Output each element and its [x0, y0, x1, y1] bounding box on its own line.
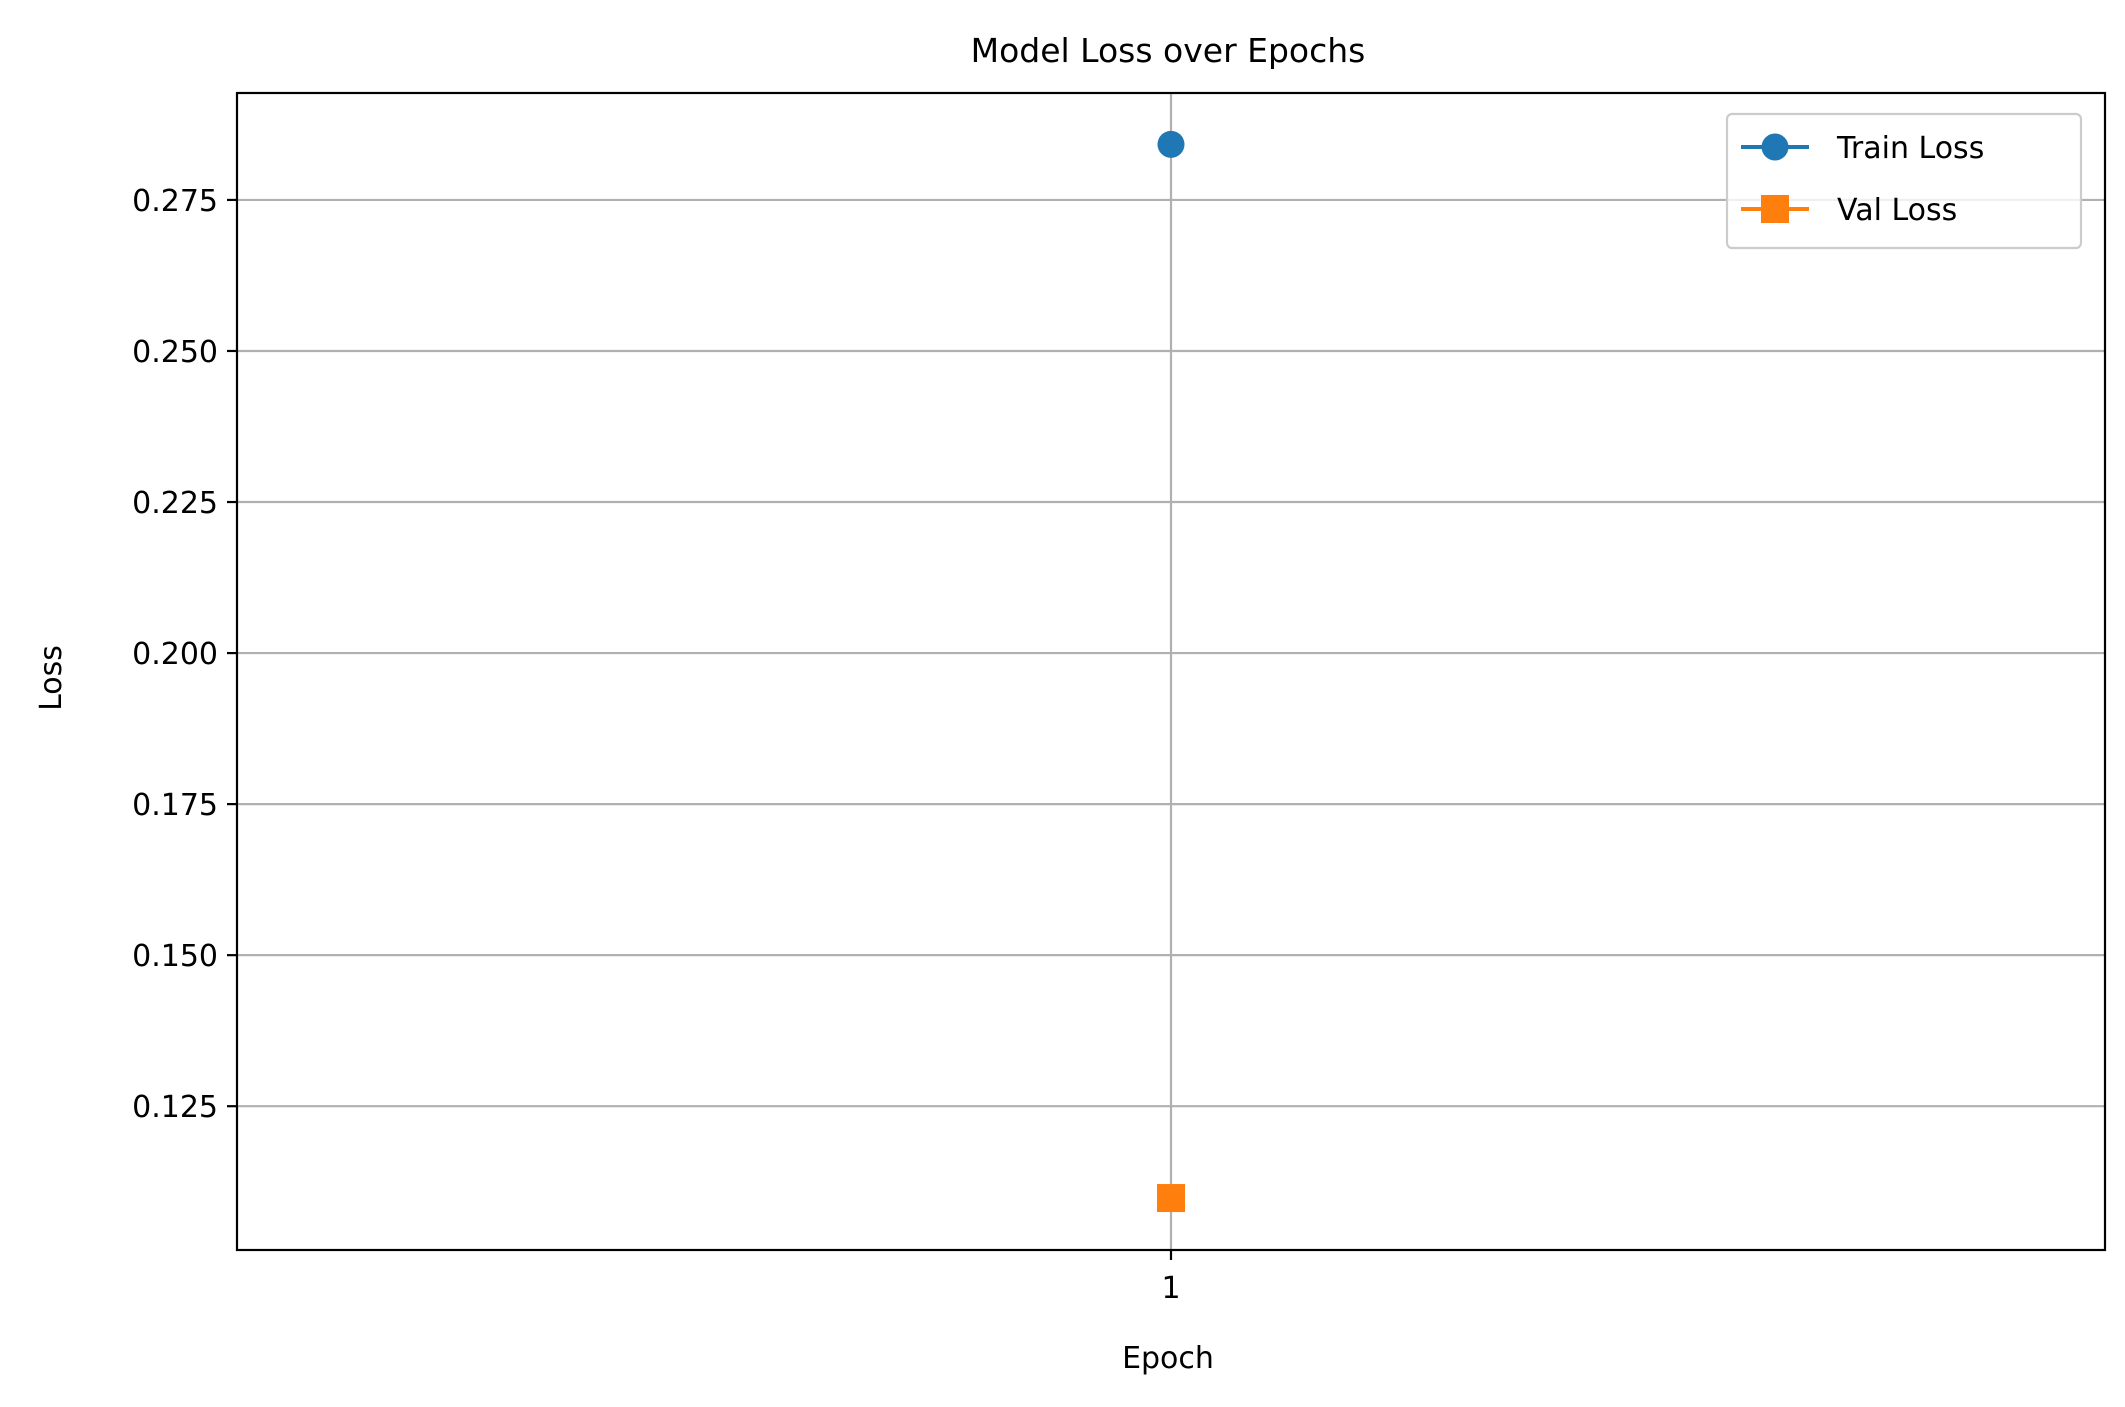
series-train-loss	[1157, 130, 1185, 158]
legend: Train Loss Val Loss	[1725, 112, 2083, 250]
y-tick-label: 0.175	[132, 788, 218, 823]
y-tick-label: 0.200	[132, 637, 218, 672]
data-point	[1157, 130, 1185, 158]
legend-item-val-loss: Val Loss	[1741, 193, 1957, 228]
x-axis-label: Epoch	[1122, 1341, 1214, 1376]
x-tick-label: 1	[1161, 1271, 1180, 1306]
y-axis-label: Loss	[34, 645, 69, 711]
legend-box	[1725, 112, 2083, 250]
chart-title: Model Loss over Epochs	[971, 31, 1366, 70]
y-tick-label: 0.250	[132, 335, 218, 370]
series-layer	[1157, 130, 1185, 1213]
data-point	[1157, 1184, 1185, 1213]
y-tick-label: 0.150	[132, 939, 218, 974]
ticks-layer: 0.125 0.150 0.175 0.200 0.225 0.250 0.275 1	[132, 184, 1180, 1306]
legend-label: Train Loss	[1836, 131, 1984, 166]
legend-label: Val Loss	[1837, 193, 1957, 228]
legend-marker	[1761, 195, 1789, 223]
legend-item-train-loss: Train Loss	[1741, 131, 1984, 166]
legend-marker	[1761, 133, 1789, 161]
y-tick-label: 0.225	[132, 486, 218, 521]
series-val-loss	[1157, 1184, 1185, 1213]
y-tick-label: 0.275	[132, 184, 218, 219]
y-tick-label: 0.125	[132, 1090, 218, 1125]
